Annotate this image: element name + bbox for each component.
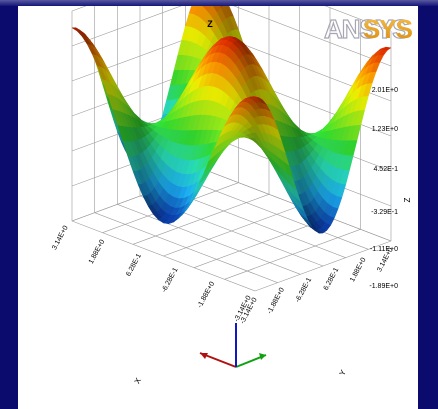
surface-facet	[249, 96, 259, 99]
z-axis-label: Z	[403, 197, 412, 202]
x-tick-label: -6.28E-1	[161, 267, 180, 294]
x-tick-label: -1.88E+0	[197, 281, 217, 310]
z-tick-label: -3.29E-1	[371, 209, 398, 216]
z-tick-label: 2.01E+0	[372, 87, 398, 94]
z-tick-label: 4.52E-1	[373, 166, 398, 173]
surface-facet	[71, 27, 82, 32]
y-axis-label: Y	[338, 368, 349, 378]
x-tick-label: 6.28E-1	[125, 253, 143, 278]
y-tick-label: -1.88E+0	[266, 287, 286, 316]
surface-mesh	[71, 6, 392, 234]
x-tick-label: 3.14E+0	[51, 225, 70, 252]
triad-y-arrowhead	[259, 353, 266, 360]
z-tick-label: -1.89E+0	[369, 283, 398, 290]
plot-panel: 2.01E+0 1.23E+0 4.52E-1 -3.29E-1 -1.11E+0 -1.…	[18, 6, 418, 409]
y-tick-label: 6.28E-1	[323, 267, 341, 292]
z-tick-label: -1.11E+0	[370, 246, 398, 253]
z-tick-label: 1.23E+0	[372, 126, 398, 133]
window-top-strip	[0, 0, 438, 6]
chart-title: Z	[207, 19, 213, 29]
triad-x-arrowhead	[200, 353, 208, 359]
surface-facet	[381, 46, 392, 51]
axis-triad	[199, 323, 267, 368]
wall-gridline	[71, 6, 182, 47]
wall-gridline	[324, 6, 392, 32]
y-tick-label: 1.88E+0	[349, 257, 368, 284]
ansys-logo: ANSYS SYS	[323, 13, 413, 44]
x-axis-label: X	[133, 376, 144, 386]
x-tick-label: 1.88E+0	[88, 239, 107, 266]
y-tick-label: -6.28E-1	[294, 277, 313, 304]
floor-gridline	[185, 179, 369, 250]
surface-plot: 2.01E+0 1.23E+0 4.52E-1 -3.29E-1 -1.11E+0 -1.…	[51, 6, 414, 386]
logo-outline-text: ANSYS	[324, 14, 409, 44]
logo-accent-text: SYS	[363, 14, 413, 44]
wall-gridline	[233, 6, 392, 67]
